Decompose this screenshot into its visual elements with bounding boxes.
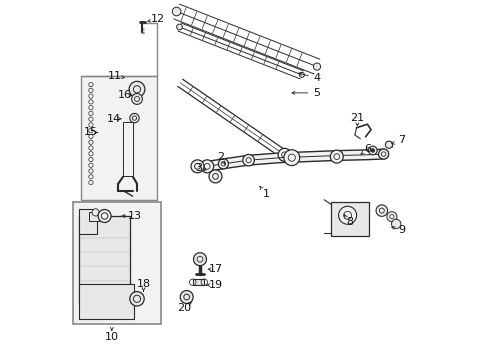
- Text: 21: 21: [350, 113, 365, 123]
- Bar: [79, 216, 130, 302]
- Text: 13: 13: [128, 211, 142, 221]
- Bar: [79, 209, 98, 234]
- Circle shape: [278, 148, 291, 161]
- Circle shape: [176, 24, 182, 30]
- Bar: [331, 202, 369, 236]
- Text: 15: 15: [84, 127, 98, 138]
- Text: 1: 1: [262, 189, 270, 199]
- Text: 20: 20: [177, 303, 191, 313]
- Circle shape: [132, 94, 143, 104]
- Text: 5: 5: [314, 88, 320, 98]
- Circle shape: [191, 160, 204, 173]
- Circle shape: [98, 210, 111, 222]
- Text: 19: 19: [208, 280, 222, 290]
- Bar: [81, 76, 157, 200]
- Circle shape: [387, 212, 397, 222]
- Text: 6: 6: [364, 144, 371, 154]
- Circle shape: [129, 81, 145, 97]
- Circle shape: [339, 206, 357, 224]
- Text: 4: 4: [314, 73, 320, 84]
- Circle shape: [299, 72, 304, 77]
- Circle shape: [284, 150, 300, 166]
- Text: 2: 2: [217, 152, 224, 162]
- Circle shape: [392, 219, 401, 229]
- Circle shape: [379, 149, 389, 159]
- Text: 11: 11: [108, 71, 122, 81]
- Circle shape: [92, 209, 99, 216]
- Text: 12: 12: [151, 14, 165, 24]
- Bar: [193, 279, 204, 285]
- Circle shape: [130, 292, 144, 306]
- Circle shape: [201, 160, 214, 173]
- Circle shape: [243, 154, 254, 166]
- Circle shape: [314, 63, 320, 70]
- Circle shape: [130, 113, 139, 123]
- Bar: [79, 284, 134, 319]
- Bar: [73, 202, 161, 324]
- Text: 8: 8: [346, 217, 353, 228]
- Circle shape: [386, 141, 392, 148]
- Text: 18: 18: [136, 279, 150, 289]
- Circle shape: [180, 291, 193, 303]
- Circle shape: [209, 170, 222, 183]
- Circle shape: [368, 146, 377, 155]
- Bar: [90, 212, 102, 221]
- Circle shape: [219, 159, 228, 169]
- Text: 9: 9: [398, 225, 405, 235]
- Bar: [123, 122, 133, 176]
- Text: 17: 17: [209, 264, 223, 274]
- Text: 10: 10: [105, 332, 119, 342]
- Circle shape: [376, 205, 388, 216]
- Text: 3: 3: [195, 163, 202, 174]
- Text: 14: 14: [106, 114, 121, 124]
- Text: 7: 7: [398, 135, 405, 145]
- Circle shape: [371, 149, 374, 152]
- Circle shape: [194, 253, 206, 266]
- Text: 16: 16: [118, 90, 131, 100]
- Circle shape: [172, 7, 181, 16]
- Circle shape: [330, 150, 343, 163]
